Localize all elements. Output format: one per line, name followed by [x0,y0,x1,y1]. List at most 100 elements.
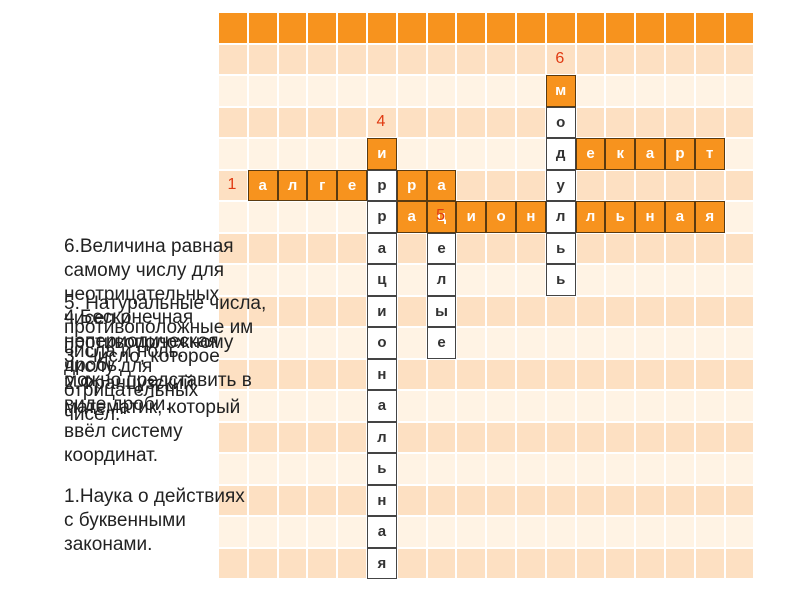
grid-cell [456,547,487,579]
grid-cell [575,390,606,422]
grid-cell [426,358,457,390]
grid-cell [575,516,606,548]
grid-cell [694,295,725,327]
grid-cell [337,138,367,170]
grid-cell [516,12,546,44]
grid-cell [337,390,367,422]
grid-cell [218,75,248,107]
grid-cell [665,516,695,548]
clue-4: 4.Бесконечная непериодическая дробь. [64,307,219,376]
grid-cell [277,358,308,390]
grid-cell [218,264,248,296]
grid-cell [218,138,248,170]
grid-cell [724,106,755,138]
grid-cell [456,358,487,390]
grid-cell [665,232,695,264]
grid-cell [247,516,278,548]
grid-cell [694,516,725,548]
grid-cell [396,75,427,107]
grid-cell [694,75,725,107]
grid-cell [575,264,606,296]
grid-cell [545,327,576,359]
grid-cell [605,327,636,359]
word-number-6: 6 [555,49,565,67]
grid-cell [635,75,665,107]
grid-cell [516,106,546,138]
grid-cell [635,358,665,390]
grid-cell [247,358,278,390]
grid-cell [724,547,755,579]
word-6-letter: ь [545,264,576,296]
grid-cell [724,201,755,233]
grid-cell [575,43,606,75]
grid-cell [426,43,457,75]
grid-cell [307,201,338,233]
grid-cell [426,138,457,170]
grid-cell [456,169,487,201]
grid-cell [337,421,367,453]
grid-cell [456,327,487,359]
word-1-letter: г [307,169,338,201]
word-1-letter: а [426,169,457,201]
grid-cell [635,390,665,422]
grid-cell [605,484,636,516]
grid-cell [337,232,367,264]
word-4-letter: и [367,138,397,170]
grid-cell [396,484,427,516]
grid-cell [247,453,278,485]
grid-cell [665,43,695,75]
grid-cell [545,43,576,75]
grid-cell [694,327,725,359]
grid-cell [724,138,755,170]
grid-cell [396,390,427,422]
grid-cell [337,295,367,327]
grid-cell [665,484,695,516]
grid-cell [486,138,516,170]
grid-cell [635,12,665,44]
grid-cell [635,484,665,516]
grid-cell [396,358,427,390]
word-1-letter: р [396,169,427,201]
grid-cell [486,106,516,138]
grid-cell [277,327,308,359]
clue-6: 6.Величина равная самому числу для неотр… [64,236,234,425]
grid-cell [605,232,636,264]
grid-cell [307,516,338,548]
grid-cell [337,327,367,359]
grid-cell [516,484,546,516]
grid-cell [665,327,695,359]
grid-cell [396,12,427,44]
grid-cell [277,295,308,327]
grid-cell [456,12,487,44]
grid-cell [635,453,665,485]
grid-cell [486,264,516,296]
grid-cell [694,106,725,138]
grid-cell [635,43,665,75]
grid-cell [218,169,248,201]
grid-cell [545,421,576,453]
grid-cell [337,516,367,548]
grid-cell [456,75,487,107]
grid-cell [218,43,248,75]
word-5-letter: л [426,264,457,296]
grid-cell [605,106,636,138]
grid-cell [307,358,338,390]
grid-cell [456,390,487,422]
grid-cell [605,264,636,296]
grid-cell [218,358,248,390]
grid-cell [486,484,516,516]
grid-cell [307,138,338,170]
grid-cell [486,453,516,485]
grid-cell [665,264,695,296]
grid-cell [724,421,755,453]
grid-cell [516,453,546,485]
grid-cell [426,516,457,548]
grid-cell [456,484,487,516]
grid-cell [575,75,606,107]
word-number-5: 5 [436,207,446,224]
word-4-letter: а [367,232,397,264]
grid-cell [367,43,397,75]
grid-cell [724,327,755,359]
grid-cell [635,516,665,548]
word-2-letter: а [635,138,665,170]
